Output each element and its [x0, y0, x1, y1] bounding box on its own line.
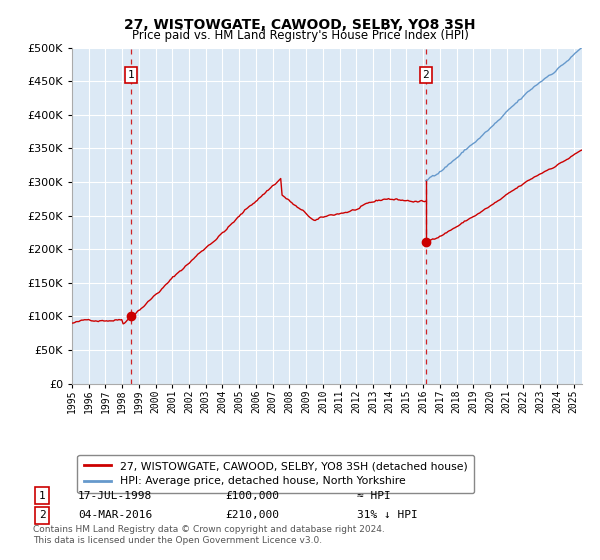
Text: Contains HM Land Registry data © Crown copyright and database right 2024.
This d: Contains HM Land Registry data © Crown c… — [33, 525, 385, 545]
Text: Price paid vs. HM Land Registry's House Price Index (HPI): Price paid vs. HM Land Registry's House … — [131, 29, 469, 42]
Text: 1: 1 — [128, 70, 134, 80]
Text: ≈ HPI: ≈ HPI — [357, 491, 391, 501]
Text: 2: 2 — [38, 510, 46, 520]
Text: £210,000: £210,000 — [225, 510, 279, 520]
Text: 27, WISTOWGATE, CAWOOD, SELBY, YO8 3SH: 27, WISTOWGATE, CAWOOD, SELBY, YO8 3SH — [124, 18, 476, 32]
Text: 31% ↓ HPI: 31% ↓ HPI — [357, 510, 418, 520]
Text: 1: 1 — [38, 491, 46, 501]
Text: 17-JUL-1998: 17-JUL-1998 — [78, 491, 152, 501]
Text: 2: 2 — [422, 70, 430, 80]
Text: £100,000: £100,000 — [225, 491, 279, 501]
Text: 04-MAR-2016: 04-MAR-2016 — [78, 510, 152, 520]
Legend: 27, WISTOWGATE, CAWOOD, SELBY, YO8 3SH (detached house), HPI: Average price, det: 27, WISTOWGATE, CAWOOD, SELBY, YO8 3SH (… — [77, 455, 474, 493]
